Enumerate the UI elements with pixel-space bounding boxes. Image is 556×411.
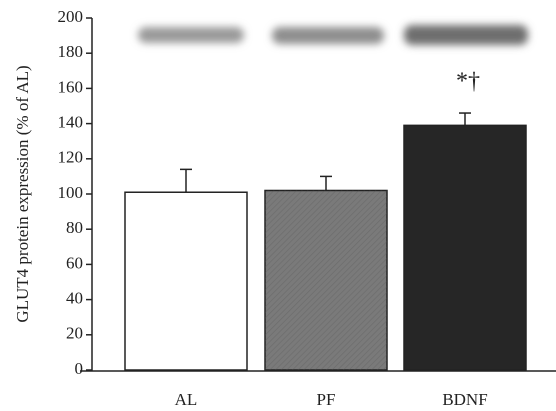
x-tick-label: BDNF — [442, 390, 487, 409]
blot-band — [404, 25, 528, 45]
bar-texture — [265, 190, 387, 370]
annotation: *† — [456, 69, 480, 95]
bar — [125, 192, 247, 370]
y-tick-label: 80 — [66, 218, 83, 237]
blot-band — [138, 27, 244, 43]
y-tick-label: 60 — [66, 253, 83, 272]
y-tick-label: 40 — [66, 289, 83, 308]
y-tick-label: 120 — [58, 148, 84, 167]
western-blot — [138, 25, 528, 45]
bar — [404, 125, 526, 370]
y-tick-label: 160 — [58, 77, 84, 96]
y-tick-label: 140 — [58, 113, 84, 132]
x-tick-label: AL — [175, 390, 198, 409]
chart: GLUT4 protein expression (% of AL) 0 20 40… — [0, 0, 556, 411]
x-tick-label: PF — [317, 390, 336, 409]
y-tick-label: 100 — [58, 183, 84, 202]
y-tick-label: 0 — [75, 359, 84, 378]
blot-band — [272, 27, 384, 44]
y-axis-label: GLUT4 protein expression (% of AL) — [13, 65, 32, 322]
y-tick-label: 180 — [58, 42, 84, 61]
y-tick-label: 20 — [66, 324, 83, 343]
y-tick-label: 200 — [58, 7, 84, 26]
